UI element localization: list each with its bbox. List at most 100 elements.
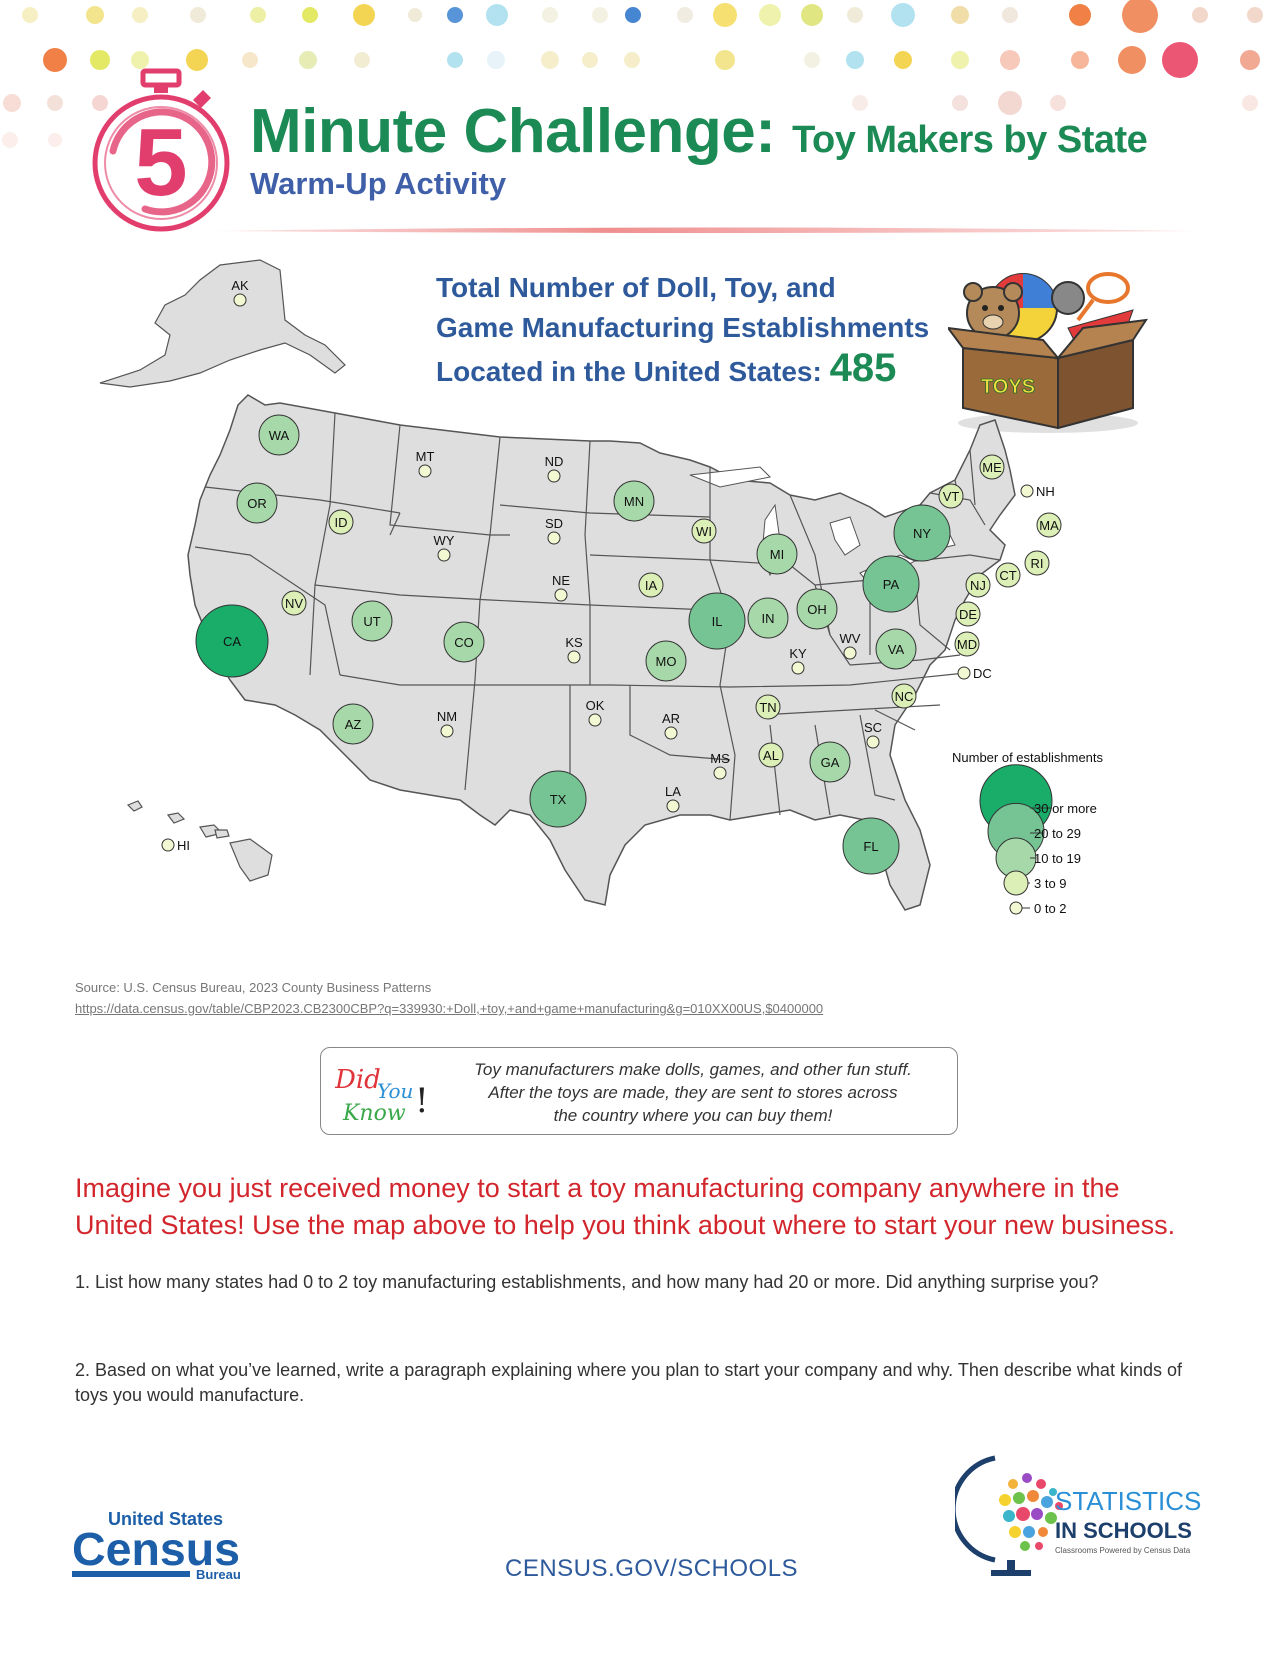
- state-circle-in: [747, 597, 789, 639]
- state-label-mi: MI: [770, 547, 784, 562]
- state-marker-tx: TX: [529, 770, 587, 828]
- state-label-nj: NJ: [970, 578, 986, 593]
- state-label-ks: KS: [565, 635, 583, 650]
- title-main: Minute Challenge:: [250, 97, 776, 166]
- state-marker-ok: OK: [586, 698, 605, 727]
- state-circle-ma: [1036, 512, 1062, 538]
- state-marker-ny: NY: [893, 504, 951, 562]
- state-marker-ks: KS: [565, 635, 583, 664]
- decorative-dots-banner: [2, 0, 1263, 148]
- legend-label-1: 20 to 29: [1034, 826, 1081, 841]
- state-circle-ky: [791, 661, 805, 675]
- state-label-nc: NC: [895, 689, 914, 704]
- state-label-ny: NY: [913, 526, 931, 541]
- state-marker-va: VA: [875, 628, 917, 670]
- state-label-tx: TX: [550, 792, 567, 807]
- state-marker-nd: ND: [545, 454, 563, 483]
- legend-circle-4: [1009, 901, 1023, 915]
- state-marker-ak: AK: [231, 278, 249, 307]
- legend-label-3: 3 to 9: [1034, 876, 1067, 891]
- state-marker-ca: CA: [195, 604, 269, 678]
- state-marker-wa: WA: [258, 414, 300, 456]
- state-marker-nm: NM: [437, 709, 457, 738]
- state-label-sc: SC: [864, 720, 882, 735]
- state-circle-ks: [567, 650, 581, 664]
- state-marker-or: OR: [236, 482, 278, 524]
- state-label-id: ID: [335, 515, 348, 530]
- state-label-ms: MS: [710, 751, 730, 766]
- state-circle-az: [332, 703, 374, 745]
- state-label-mt: MT: [416, 449, 435, 464]
- source-link[interactable]: https://data.census.gov/table/CBP2023.CB…: [75, 1001, 824, 1016]
- did-you-know-logo: Did You Know !: [335, 1065, 429, 1124]
- state-marker-co: CO: [443, 621, 485, 663]
- state-marker-nc: NC: [891, 683, 917, 709]
- state-label-de: DE: [959, 607, 977, 622]
- stopwatch-icon: 5: [92, 68, 230, 232]
- state-marker-ia: IA: [638, 572, 664, 598]
- state-marker-mo: MO: [645, 640, 687, 682]
- state-markers: AK HI WA OR CA NV ID MT WY UT CO AZ NM ND SD NE KS OK TX MN…: [161, 278, 1062, 875]
- state-label-ma: MA: [1039, 518, 1059, 533]
- state-circle-vt: [938, 483, 964, 509]
- state-circle-nc: [891, 683, 917, 709]
- legend-label-4: 0 to 2: [1034, 901, 1067, 916]
- state-circle-me: [979, 454, 1005, 480]
- state-label-dc: DC: [973, 666, 992, 681]
- state-circle-ok: [588, 713, 602, 727]
- us-map: AK HI WA OR CA NV ID MT WY UT CO AZ NM ND SD NE KS OK TX MN…: [99, 259, 1104, 916]
- state-circle-tx: [529, 770, 587, 828]
- globe-dots-icon: [999, 1473, 1063, 1551]
- logo-you: You: [377, 1079, 413, 1103]
- state-circle-fl: [842, 817, 900, 875]
- dyk-line-3: the country where you can buy them!: [553, 1106, 833, 1125]
- footer-url[interactable]: CENSUS.GOV/SCHOOLS: [505, 1555, 799, 1582]
- state-marker-mn: MN: [613, 480, 655, 522]
- question-1: 1. List how many states had 0 to 2 toy m…: [75, 1272, 1099, 1292]
- state-circle-ny: [893, 504, 951, 562]
- state-marker-nv: NV: [281, 590, 307, 616]
- headline-line-3: Located in the United States:: [436, 356, 822, 387]
- state-marker-in: IN: [747, 597, 789, 639]
- state-marker-ma: MA: [1036, 512, 1062, 538]
- state-marker-ri: RI: [1024, 550, 1050, 576]
- state-circle-wi: [691, 518, 717, 544]
- state-marker-hi: HI: [161, 838, 190, 853]
- census-logo-line1: United States: [108, 1509, 223, 1529]
- state-marker-me: ME: [979, 454, 1005, 480]
- state-label-ct: CT: [999, 568, 1016, 583]
- state-marker-mi: MI: [756, 533, 798, 575]
- legend-title: Number of establishments: [952, 750, 1104, 765]
- map-legend: Number of establishments 30 or more 20 to…: [952, 750, 1104, 916]
- state-circle-sc: [866, 735, 880, 749]
- state-label-wa: WA: [269, 428, 290, 443]
- headline-line-1: Total Number of Doll, Toy, and: [436, 272, 836, 303]
- state-circle-nd: [547, 469, 561, 483]
- state-circle-nv: [281, 590, 307, 616]
- state-circle-la: [666, 799, 680, 813]
- state-circle-ak: [233, 293, 247, 307]
- toy-box-illustration: TOYS: [948, 272, 1148, 433]
- census-logo-line2: Census: [72, 1523, 240, 1575]
- state-circle-ms: [713, 766, 727, 780]
- state-circle-nj: [965, 572, 991, 598]
- state-marker-fl: FL: [842, 817, 900, 875]
- dyk-line-2: After the toys are made, they are sent t…: [488, 1083, 898, 1102]
- state-label-ok: OK: [586, 698, 605, 713]
- state-circle-sd: [547, 531, 561, 545]
- state-circle-nm: [440, 724, 454, 738]
- legend-label-2: 10 to 19: [1034, 851, 1081, 866]
- title-sub: Toy Makers by State: [792, 119, 1148, 161]
- state-label-va: VA: [888, 642, 905, 657]
- alaska-shape: [99, 259, 346, 388]
- state-circle-hi: [161, 838, 175, 852]
- state-label-ky: KY: [789, 646, 807, 661]
- state-circle-id: [328, 509, 354, 535]
- state-label-ri: RI: [1031, 556, 1044, 571]
- state-label-co: CO: [454, 635, 474, 650]
- state-circle-wy: [437, 548, 451, 562]
- state-marker-il: IL: [688, 592, 746, 650]
- state-circle-ne: [554, 588, 568, 602]
- legend-circle-3: [1003, 870, 1029, 896]
- state-label-wi: WI: [696, 524, 712, 539]
